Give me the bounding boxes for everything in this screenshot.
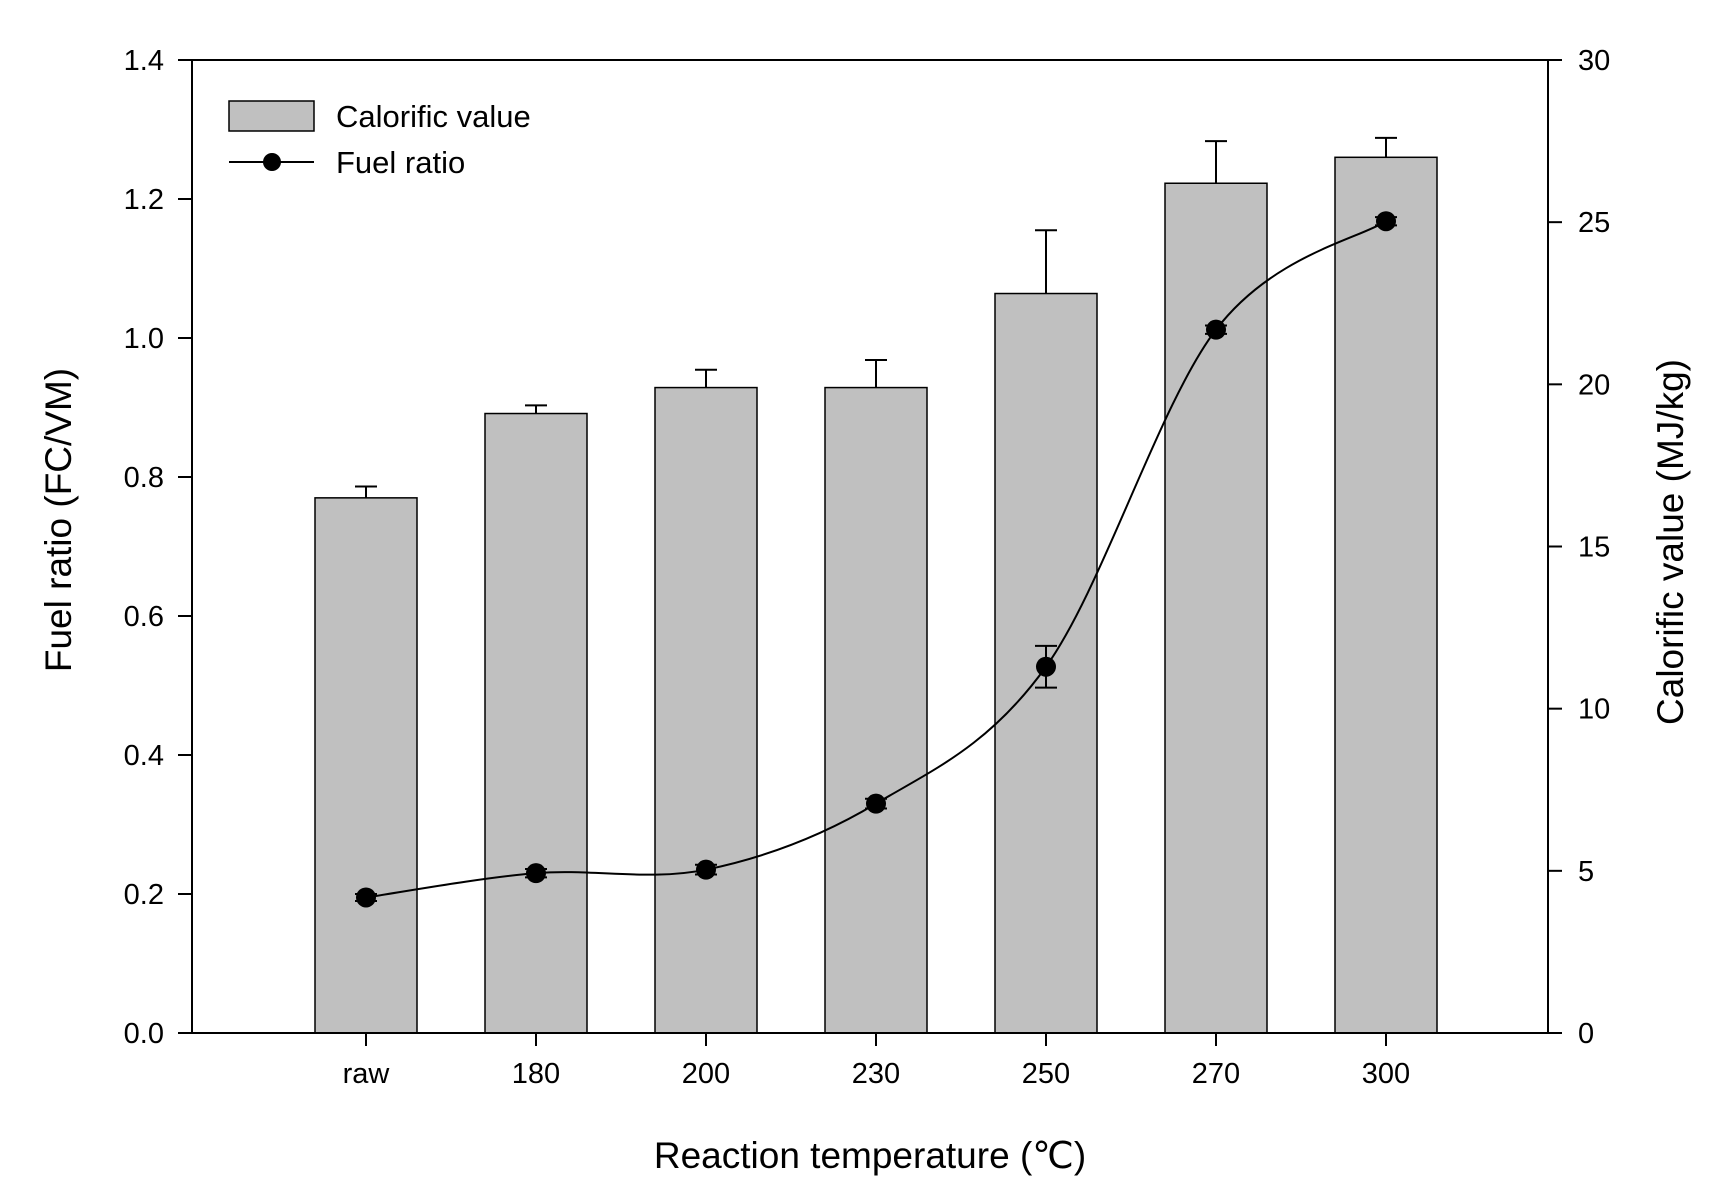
bar-calorific-270 [1164,182,1268,1034]
right-tick-label: 0 [1578,1018,1594,1050]
legend-bar-swatch [228,100,315,132]
left-tick-label: 0.4 [124,740,164,772]
right-tick-label: 10 [1578,694,1610,726]
x-tick-label: 300 [1362,1058,1410,1090]
right-tick-label: 15 [1578,532,1610,564]
right-tick-label: 20 [1578,369,1610,401]
right-axis-title: Calorific value (MJ/kg) [1650,359,1691,725]
labels-layer: Reaction temperature (℃) Fuel ratio (FC/… [38,359,1691,1176]
bar-calorific-230 [824,386,928,1034]
fuel-ratio-point-raw [356,887,376,908]
bars-layer [314,136,1438,1034]
legend-label-fuel-ratio: Fuel ratio [336,145,465,180]
left-tick-label: 0.8 [124,462,164,494]
fuel-ratio-point-300 [1376,211,1396,232]
fuel-ratio-point-250 [1036,656,1056,677]
legend: Calorific value Fuel ratio [228,99,531,180]
left-tick-label: 0.6 [124,601,164,633]
right-tick-label: 30 [1578,45,1610,77]
legend-marker-swatch [263,153,281,171]
right-tick-label: 25 [1578,207,1610,239]
fuel-ratio-point-200 [696,859,716,880]
bar-calorific-raw [314,497,418,1034]
left-tick-label: 1.0 [124,323,164,355]
line-layer [355,211,1397,908]
x-axis-title: Reaction temperature (℃) [654,1135,1086,1176]
right-tick-label: 5 [1578,856,1594,888]
x-tick-label: 200 [682,1058,730,1090]
legend-label-calorific-value: Calorific value [336,99,531,134]
axes-layer: 0.0 0.2 0.4 0.6 0.8 1.0 1.2 1.4 0 5 10 15 20 25 30 [124,45,1611,1050]
left-tick-label: 0.0 [124,1018,164,1050]
x-tick-label: raw [343,1058,391,1090]
left-tick-label: 1.4 [124,45,164,77]
fuel-ratio-point-270 [1206,319,1226,340]
left-axis-title: Fuel ratio (FC/VM) [38,368,79,672]
x-tick-label: 230 [852,1058,900,1090]
left-tick-label: 0.2 [124,879,164,911]
left-tick-label: 1.2 [124,184,164,216]
fuel-ratio-point-230 [866,793,886,814]
fuel-ratio-point-180 [526,863,546,884]
bar-calorific-300 [1334,156,1438,1034]
x-tick-label: 180 [512,1058,560,1090]
x-tick-label: 250 [1022,1058,1070,1090]
bar-calorific-180 [484,412,588,1034]
x-tick-label: 270 [1192,1058,1240,1090]
bar-calorific-200 [654,386,758,1034]
